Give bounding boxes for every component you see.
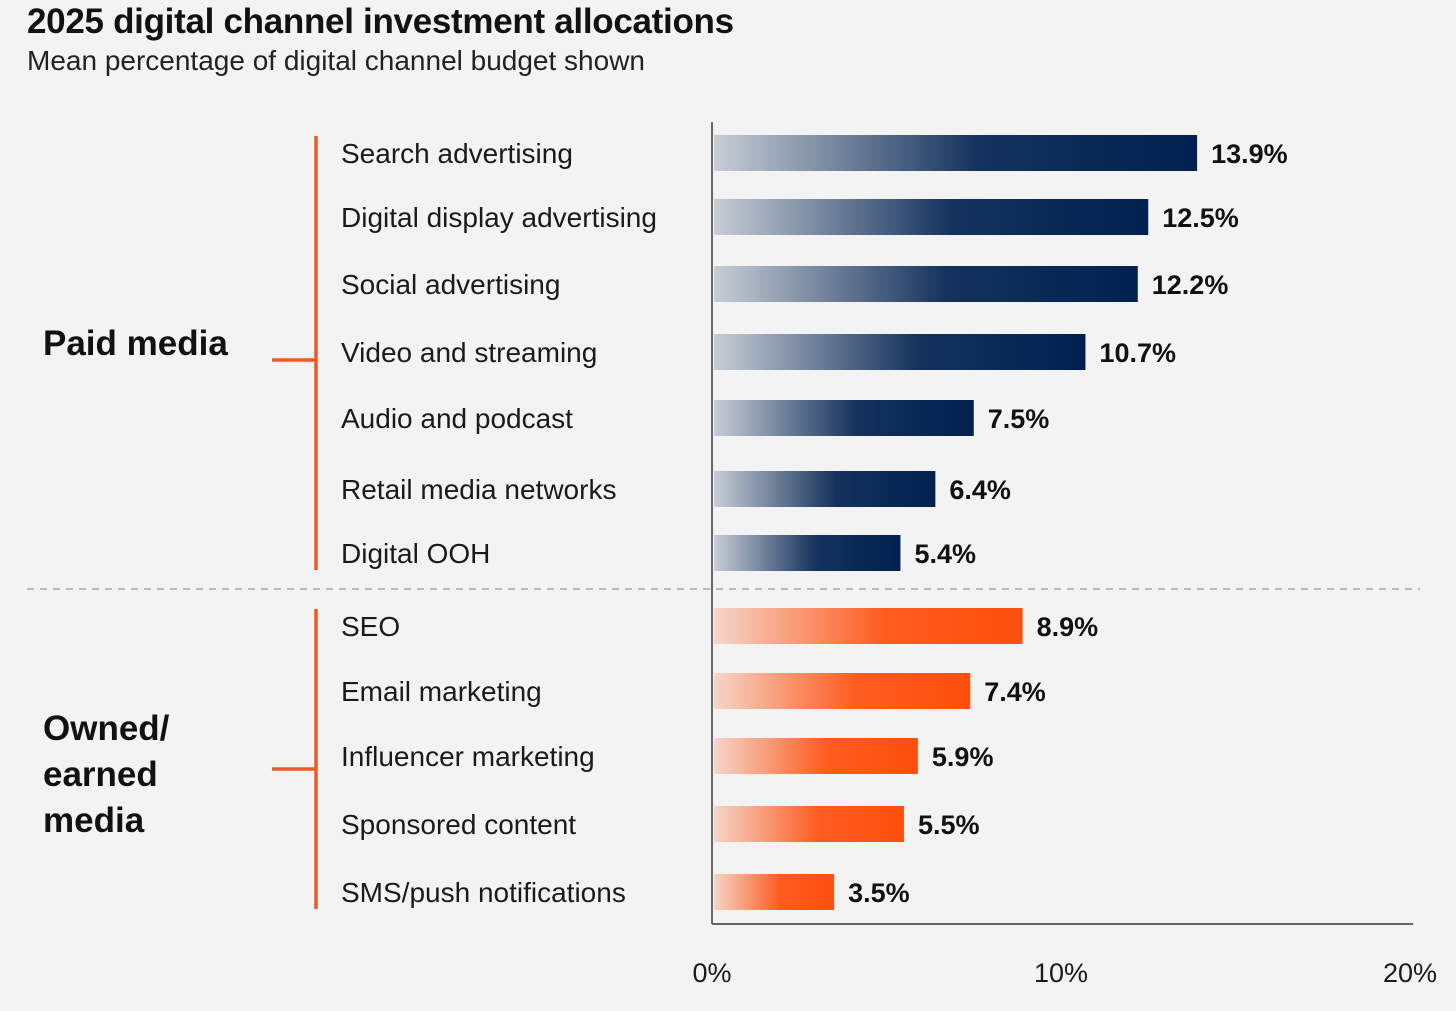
category-label: Email marketing xyxy=(341,676,542,707)
x-tick-label: 0% xyxy=(692,958,731,988)
bar xyxy=(714,738,918,774)
group-label-owned-earned-media: Owned/earned media xyxy=(43,709,170,840)
category-label: Audio and podcast xyxy=(341,403,573,434)
bar xyxy=(714,266,1138,302)
category-label: SEO xyxy=(341,611,400,642)
bar-value-label: 12.2% xyxy=(1152,270,1229,300)
bar-value-label: 12.5% xyxy=(1162,203,1239,233)
bar-value-label: 7.4% xyxy=(984,677,1046,707)
bar xyxy=(714,806,904,842)
bar xyxy=(714,135,1198,171)
bar xyxy=(714,471,936,507)
x-tick-label: 10% xyxy=(1034,958,1088,988)
bar-value-label: 7.5% xyxy=(988,404,1050,434)
category-label: SMS/push notifications xyxy=(341,877,626,908)
bar-value-label: 10.7% xyxy=(1099,338,1176,368)
category-label: Digital OOH xyxy=(341,538,490,569)
category-label: Search advertising xyxy=(341,138,573,169)
category-label: Sponsored content xyxy=(341,809,576,840)
bar-value-label: 8.9% xyxy=(1037,612,1099,642)
chart-title: 2025 digital channel investment allocati… xyxy=(27,2,734,41)
category-label: Video and streaming xyxy=(341,337,597,368)
bar xyxy=(714,199,1149,235)
category-label: Social advertising xyxy=(341,269,560,300)
bar-value-label: 6.4% xyxy=(949,475,1011,505)
bar xyxy=(714,874,835,910)
bar-value-label: 5.9% xyxy=(932,742,994,772)
chart-subtitle: Mean percentage of digital channel budge… xyxy=(27,45,645,76)
bar xyxy=(714,608,1023,644)
bar xyxy=(714,673,971,709)
bar-value-label: 13.9% xyxy=(1211,139,1288,169)
category-label: Digital display advertising xyxy=(341,202,657,233)
x-tick-label: 20% xyxy=(1383,958,1437,988)
bar-value-label: 5.4% xyxy=(914,539,976,569)
bar xyxy=(714,535,901,571)
bar xyxy=(714,400,974,436)
category-label: Retail media networks xyxy=(341,474,616,505)
group-label-paid-media: Paid media xyxy=(43,324,228,363)
bar xyxy=(714,334,1086,370)
category-label: Influencer marketing xyxy=(341,741,595,772)
bar-value-label: 5.5% xyxy=(918,810,980,840)
bar-value-label: 3.5% xyxy=(848,878,910,908)
